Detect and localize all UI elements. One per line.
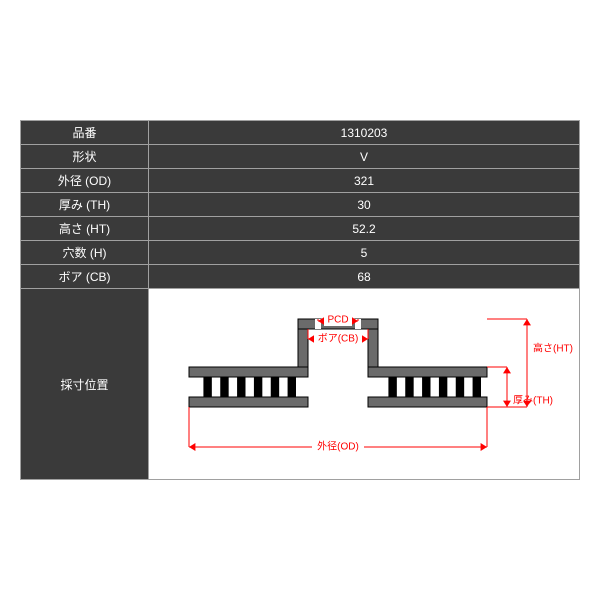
spec-value: 68 bbox=[149, 265, 580, 289]
spec-value: 1310203 bbox=[149, 121, 580, 145]
spec-value: 30 bbox=[149, 193, 580, 217]
spec-label: 厚み (TH) bbox=[21, 193, 149, 217]
spec-label: 外径 (OD) bbox=[21, 169, 149, 193]
ht-label: 高さ(HT) bbox=[533, 342, 573, 355]
spec-table: 品番1310203形状V外径 (OD)321厚み (TH)30高さ (HT)52… bbox=[20, 120, 580, 480]
spec-value: 52.2 bbox=[149, 217, 580, 241]
spec-label: 穴数 (H) bbox=[21, 241, 149, 265]
th-label: 厚み(TH) bbox=[513, 395, 553, 407]
spec-label: ボア (CB) bbox=[21, 265, 149, 289]
spec-label: 高さ (HT) bbox=[21, 217, 149, 241]
diagram-cell: PCD ボア(CB) 外径(OD) 高さ(HT) 厚み(TH) bbox=[149, 289, 580, 480]
cross-section-diagram: PCD ボア(CB) 外径(OD) 高さ(HT) 厚み(TH) bbox=[149, 289, 579, 479]
bore-label: ボア(CB) bbox=[318, 333, 359, 345]
od-label: 外径(OD) bbox=[317, 440, 359, 453]
spec-value: 321 bbox=[149, 169, 580, 193]
spec-label: 形状 bbox=[21, 145, 149, 169]
diagram-wrap: PCD ボア(CB) 外径(OD) 高さ(HT) 厚み(TH) bbox=[149, 289, 579, 479]
spec-label: 品番 bbox=[21, 121, 149, 145]
pcd-label: PCD bbox=[327, 315, 348, 326]
diagram-row-label: 採寸位置 bbox=[21, 289, 149, 480]
spec-value: 5 bbox=[149, 241, 580, 265]
spec-value: V bbox=[149, 145, 580, 169]
